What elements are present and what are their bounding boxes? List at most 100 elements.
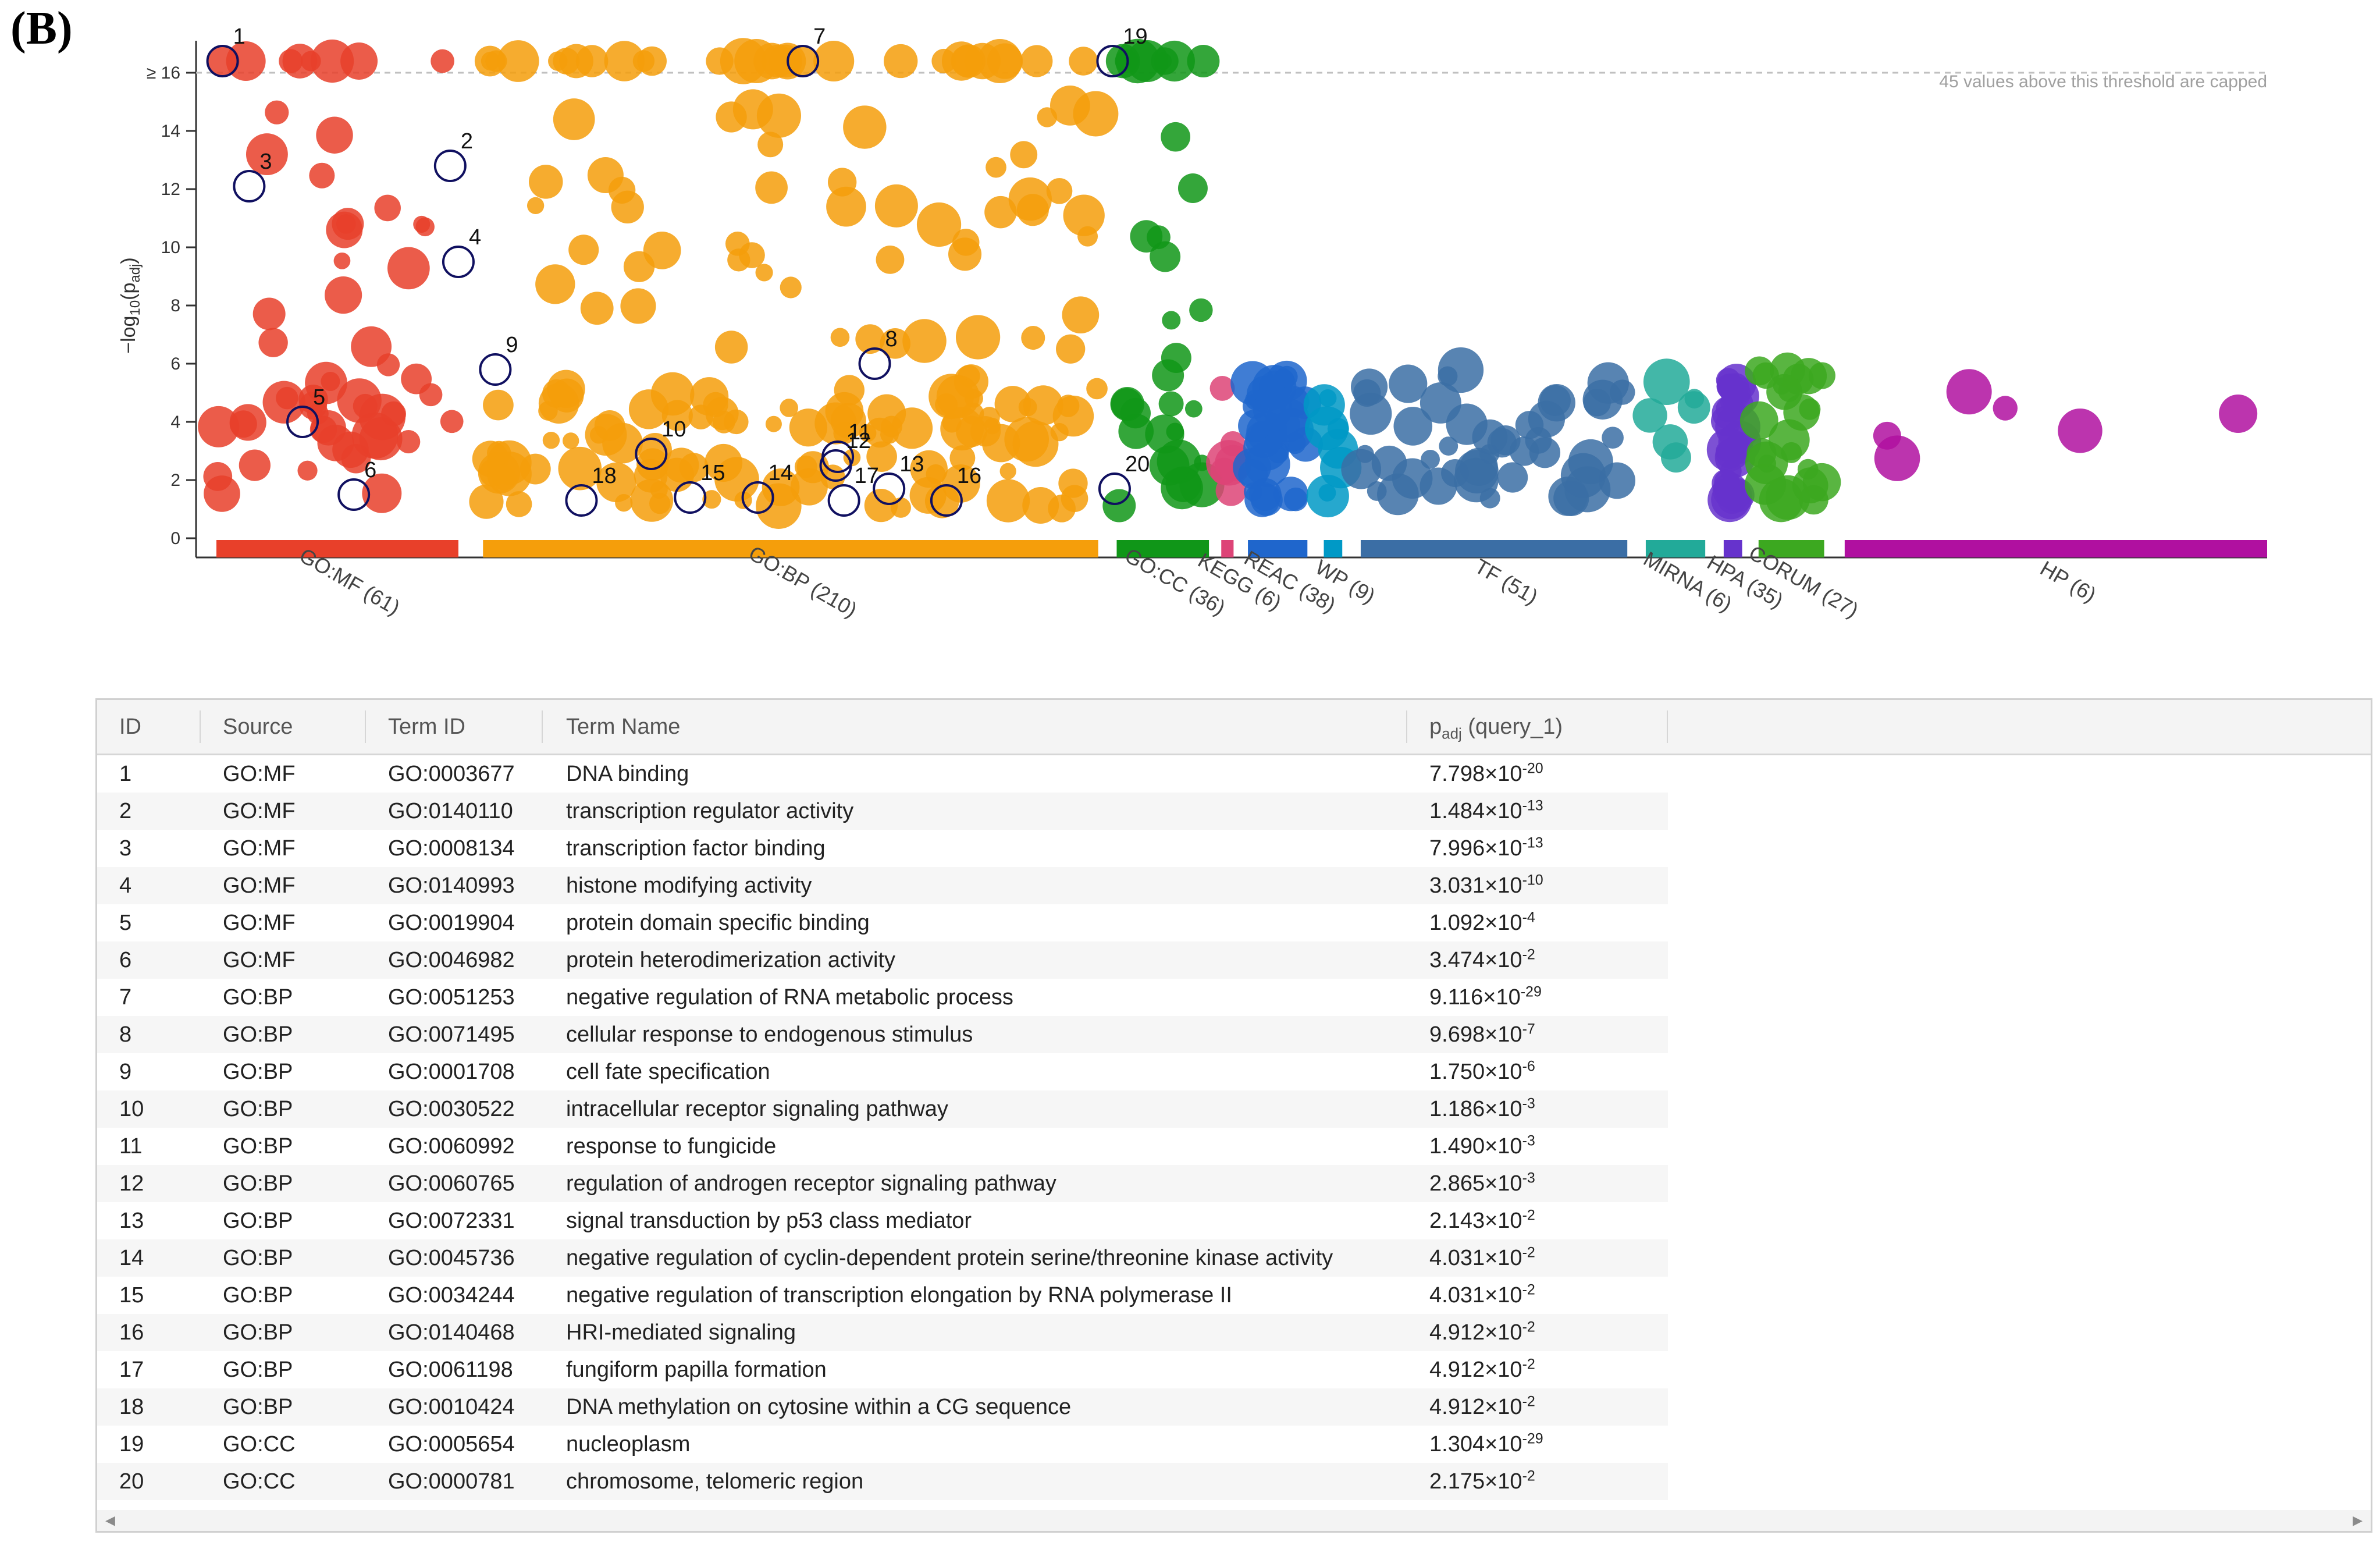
- data-point: [239, 449, 271, 481]
- cell-id: 12: [119, 1171, 144, 1196]
- header-id[interactable]: ID: [119, 715, 141, 739]
- data-point: [1063, 194, 1105, 236]
- padj-exponent: -10: [1522, 872, 1543, 889]
- data-point: [689, 377, 729, 416]
- data-point: [1145, 414, 1184, 454]
- header-padj-suffix: (query_1): [1461, 715, 1563, 739]
- data-point: [419, 383, 443, 407]
- y-axis-label-main: −log: [118, 316, 140, 354]
- table-row[interactable]: 16 GO:BP GO:0140468 HRI-mediated signaling 4…: [97, 1314, 1668, 1351]
- data-point: [1632, 398, 1667, 433]
- table-row[interactable]: 8 GO:BP GO:0071495 cellular response to end…: [97, 1016, 1668, 1053]
- data-point: [1759, 478, 1803, 523]
- cell-term-name: signal transduction by p53 class mediato…: [566, 1209, 972, 1233]
- y-tick-label: 12: [161, 180, 180, 199]
- y-axis-label-psub: adj: [127, 264, 143, 283]
- highlight-label: 9: [506, 333, 518, 357]
- cell-term-name: chromosome, telomeric region: [566, 1469, 864, 1494]
- data-point: [874, 184, 918, 228]
- table-row[interactable]: 13 GO:BP GO:0072331 signal transduction by …: [97, 1202, 1668, 1239]
- padj-mantissa: 1.092×10: [1429, 911, 1522, 935]
- cell-id: 4: [119, 873, 132, 898]
- table-row[interactable]: 3 GO:MF GO:0008134 transcription factor bin…: [97, 830, 1668, 867]
- y-axis-label-close: ): [118, 257, 140, 264]
- table-row[interactable]: 18 GO:BP GO:0010424 DNA methylation on cyto…: [97, 1388, 1668, 1426]
- table-row[interactable]: 7 GO:BP GO:0051253 negative regulation of R…: [97, 979, 1668, 1016]
- data-point: [891, 407, 933, 449]
- source-band: [1758, 540, 1824, 557]
- data-point: [1110, 387, 1145, 421]
- data-point: [1739, 401, 1778, 440]
- table-row[interactable]: 12 GO:BP GO:0060765 regulation of androgen …: [97, 1165, 1668, 1202]
- table-row[interactable]: 2 GO:MF GO:0140110 transcription regulator …: [97, 793, 1668, 830]
- data-point: [604, 41, 645, 81]
- data-point: [926, 464, 946, 484]
- data-point: [1021, 326, 1045, 350]
- y-tick-label: 8: [170, 296, 180, 315]
- cell-source: GO:MF: [223, 836, 296, 861]
- data-point: [1799, 398, 1821, 420]
- table-row[interactable]: 14 GO:BP GO:0045736 negative regulation of …: [97, 1239, 1668, 1277]
- data-point: [1048, 495, 1076, 523]
- cell-term-id: GO:0045736: [388, 1246, 515, 1270]
- cell-padj: 4.031×10-2: [1429, 1277, 1535, 1314]
- data-point: [1161, 122, 1191, 152]
- highlight-marker: [479, 353, 512, 386]
- table-row[interactable]: 17 GO:BP GO:0061198 fungiform papilla forma…: [97, 1351, 1668, 1388]
- data-point: [1799, 485, 1828, 515]
- header-padj[interactable]: padj (query_1): [1429, 700, 1563, 754]
- data-point: [526, 197, 545, 215]
- highlight-label: 2: [461, 129, 473, 154]
- table-row[interactable]: 11 GO:BP GO:0060992 response to fungicide 1.…: [97, 1128, 1668, 1165]
- data-point: [1276, 365, 1298, 388]
- data-point: [1062, 296, 1100, 334]
- data-point: [485, 50, 507, 72]
- table-row[interactable]: 1 GO:MF GO:0003677 DNA binding 7.798×10-20: [97, 755, 1668, 793]
- scroll-left-icon[interactable]: ◀: [105, 1513, 115, 1527]
- data-point: [1439, 436, 1458, 456]
- data-point: [1278, 386, 1310, 417]
- data-point: [843, 105, 887, 149]
- cell-term-id: GO:0072331: [388, 1209, 515, 1233]
- table-row[interactable]: 20 GO:CC GO:0000781 chromosome, telomeric r…: [97, 1463, 1668, 1500]
- cell-id: 2: [119, 799, 132, 823]
- table-row[interactable]: 5 GO:MF GO:0019904 protein domain specific …: [97, 904, 1668, 941]
- source-band: [1360, 540, 1628, 557]
- scroll-right-icon[interactable]: ▶: [2353, 1513, 2363, 1527]
- source-band: [1221, 540, 1234, 557]
- data-point: [702, 490, 721, 509]
- cell-id: 10: [119, 1097, 144, 1121]
- cell-id: 11: [119, 1134, 143, 1159]
- header-source[interactable]: Source: [223, 715, 293, 739]
- table-row[interactable]: 10 GO:BP GO:0030522 intracellular receptor …: [97, 1090, 1668, 1128]
- header-padj-p: p: [1429, 715, 1442, 739]
- data-point: [483, 389, 514, 421]
- table-row[interactable]: 15 GO:BP GO:0034244 negative regulation of …: [97, 1277, 1668, 1314]
- padj-exponent: -13: [1522, 834, 1543, 851]
- source-band: [1116, 540, 1209, 557]
- cell-source: GO:BP: [223, 1320, 293, 1345]
- horizontal-scrollbar[interactable]: ◀ ▶: [97, 1510, 2371, 1531]
- table-row[interactable]: 4 GO:MF GO:0140993 histone modifying activi…: [97, 867, 1668, 904]
- padj-mantissa: 9.116×10: [1429, 985, 1521, 1010]
- cell-source: GO:BP: [223, 1246, 293, 1270]
- data-point: [229, 404, 266, 441]
- cell-term-name: histone modifying activity: [566, 873, 812, 898]
- table-row[interactable]: 9 GO:BP GO:0001708 cell fate specification 1…: [97, 1053, 1668, 1090]
- padj-exponent: -2: [1522, 946, 1535, 963]
- cell-source: GO:MF: [223, 873, 296, 898]
- data-point: [855, 324, 885, 354]
- table-row[interactable]: 19 GO:CC GO:0005654 nucleoplasm 1.304×10-29: [97, 1426, 1668, 1463]
- cell-term-id: GO:0003677: [388, 762, 515, 786]
- padj-exponent: -2: [1522, 1468, 1535, 1484]
- cell-padj: 7.996×10-13: [1429, 830, 1543, 867]
- source-label: HP (6): [2036, 556, 2100, 607]
- cell-source: GO:BP: [223, 985, 293, 1010]
- data-point: [650, 372, 695, 416]
- cell-padj: 4.912×10-2: [1429, 1388, 1535, 1426]
- header-term-name[interactable]: Term Name: [566, 715, 681, 739]
- table-row[interactable]: 6 GO:MF GO:0046982 protein heterodimerizati…: [97, 941, 1668, 979]
- data-point: [756, 93, 801, 138]
- header-term-id[interactable]: Term ID: [388, 715, 465, 739]
- data-point: [826, 186, 866, 227]
